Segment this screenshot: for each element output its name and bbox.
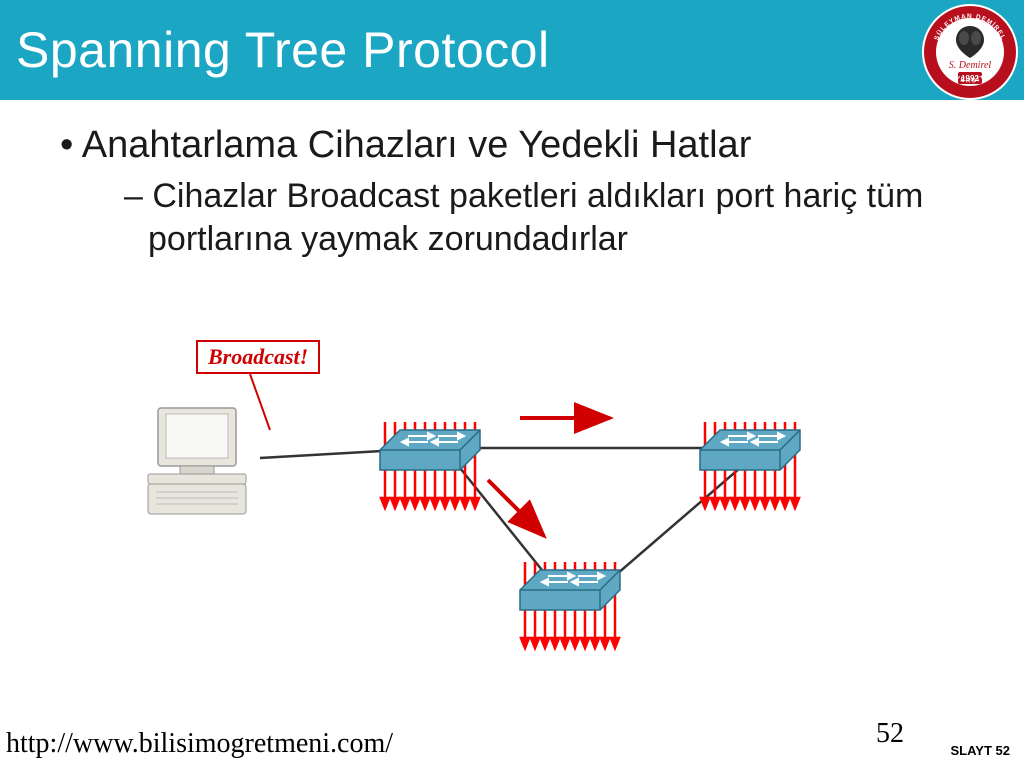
switch-1 (380, 430, 480, 470)
logo-signature: S. Demirel (949, 60, 992, 71)
slide-header: Spanning Tree Protocol S. Demirel 1992 S… (0, 0, 1024, 100)
slide-label: SLAYT 52 (951, 743, 1011, 758)
link-pc-s1 (260, 450, 400, 458)
broadcast-pointer (250, 374, 270, 430)
footer-url: http://www.bilisimogretmeni.com/ (6, 728, 393, 760)
page-number: 52 (876, 718, 904, 750)
switch-2 (700, 430, 800, 470)
university-logo: S. Demirel 1992 SÜLEYMAN DEMİREL ÜNİVERS… (922, 4, 1018, 100)
computer-icon (148, 408, 246, 514)
flow-arrow-diag (488, 480, 544, 536)
bullet-sub: Cihazlar Broadcast paketleri aldıkları p… (124, 175, 988, 260)
slide-title: Spanning Tree Protocol (16, 21, 550, 79)
link-s2-s3 (610, 468, 740, 580)
switch-3 (520, 570, 620, 610)
link-s1-s3 (460, 468, 550, 580)
slide-content: Anahtarlama Cihazları ve Yedekli Hatlar … (0, 100, 1024, 260)
bullet-main: Anahtarlama Cihazları ve Yedekli Hatlar (60, 124, 988, 167)
network-diagram: Broadcast! (140, 340, 860, 680)
